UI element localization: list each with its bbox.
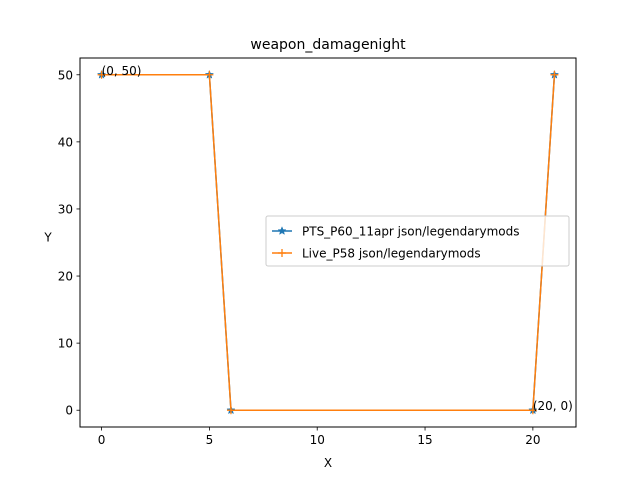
series-2-point xyxy=(550,70,559,79)
x-tick-label: 5 xyxy=(206,433,214,447)
x-axis-label: X xyxy=(324,456,332,470)
x-tick-label: 0 xyxy=(98,433,106,447)
point-annotation: (20, 0) xyxy=(533,399,573,413)
legend-box xyxy=(265,215,570,267)
x-tick-label: 15 xyxy=(417,433,432,447)
series-2-point xyxy=(97,70,106,79)
series-2-point xyxy=(528,406,537,415)
y-tick-label: 20 xyxy=(58,270,73,284)
y-tick-label: 0 xyxy=(65,404,73,418)
legend: PTS_P60_11apr json/legendarymods Live_P58… xyxy=(265,215,570,267)
y-tick-label: 10 xyxy=(58,337,73,351)
point-annotation: (0, 50) xyxy=(102,64,142,78)
plot-area: 0 5 10 15 20 0 10 20 30 40 50 (0, 50) (20, 0) xyxy=(58,64,573,447)
legend-label-1: PTS_P60_11apr json/legendarymods xyxy=(302,225,519,239)
series-2-point xyxy=(226,406,235,415)
y-tick-label: 40 xyxy=(58,135,73,149)
y-tick-label: 30 xyxy=(58,202,73,216)
x-tick-label: 20 xyxy=(525,433,540,447)
legend-marker-2 xyxy=(278,249,286,257)
chart-title: weapon_damagenight xyxy=(250,37,406,53)
legend-label-2: Live_P58 json/legendarymods xyxy=(302,247,481,261)
series-2-point xyxy=(205,70,214,79)
legend-marker-1 xyxy=(277,226,287,235)
axes-frame xyxy=(79,57,577,428)
y-axis-label: Y xyxy=(43,231,52,245)
y-tick-label: 50 xyxy=(58,68,73,82)
x-tick-label: 10 xyxy=(310,433,325,447)
